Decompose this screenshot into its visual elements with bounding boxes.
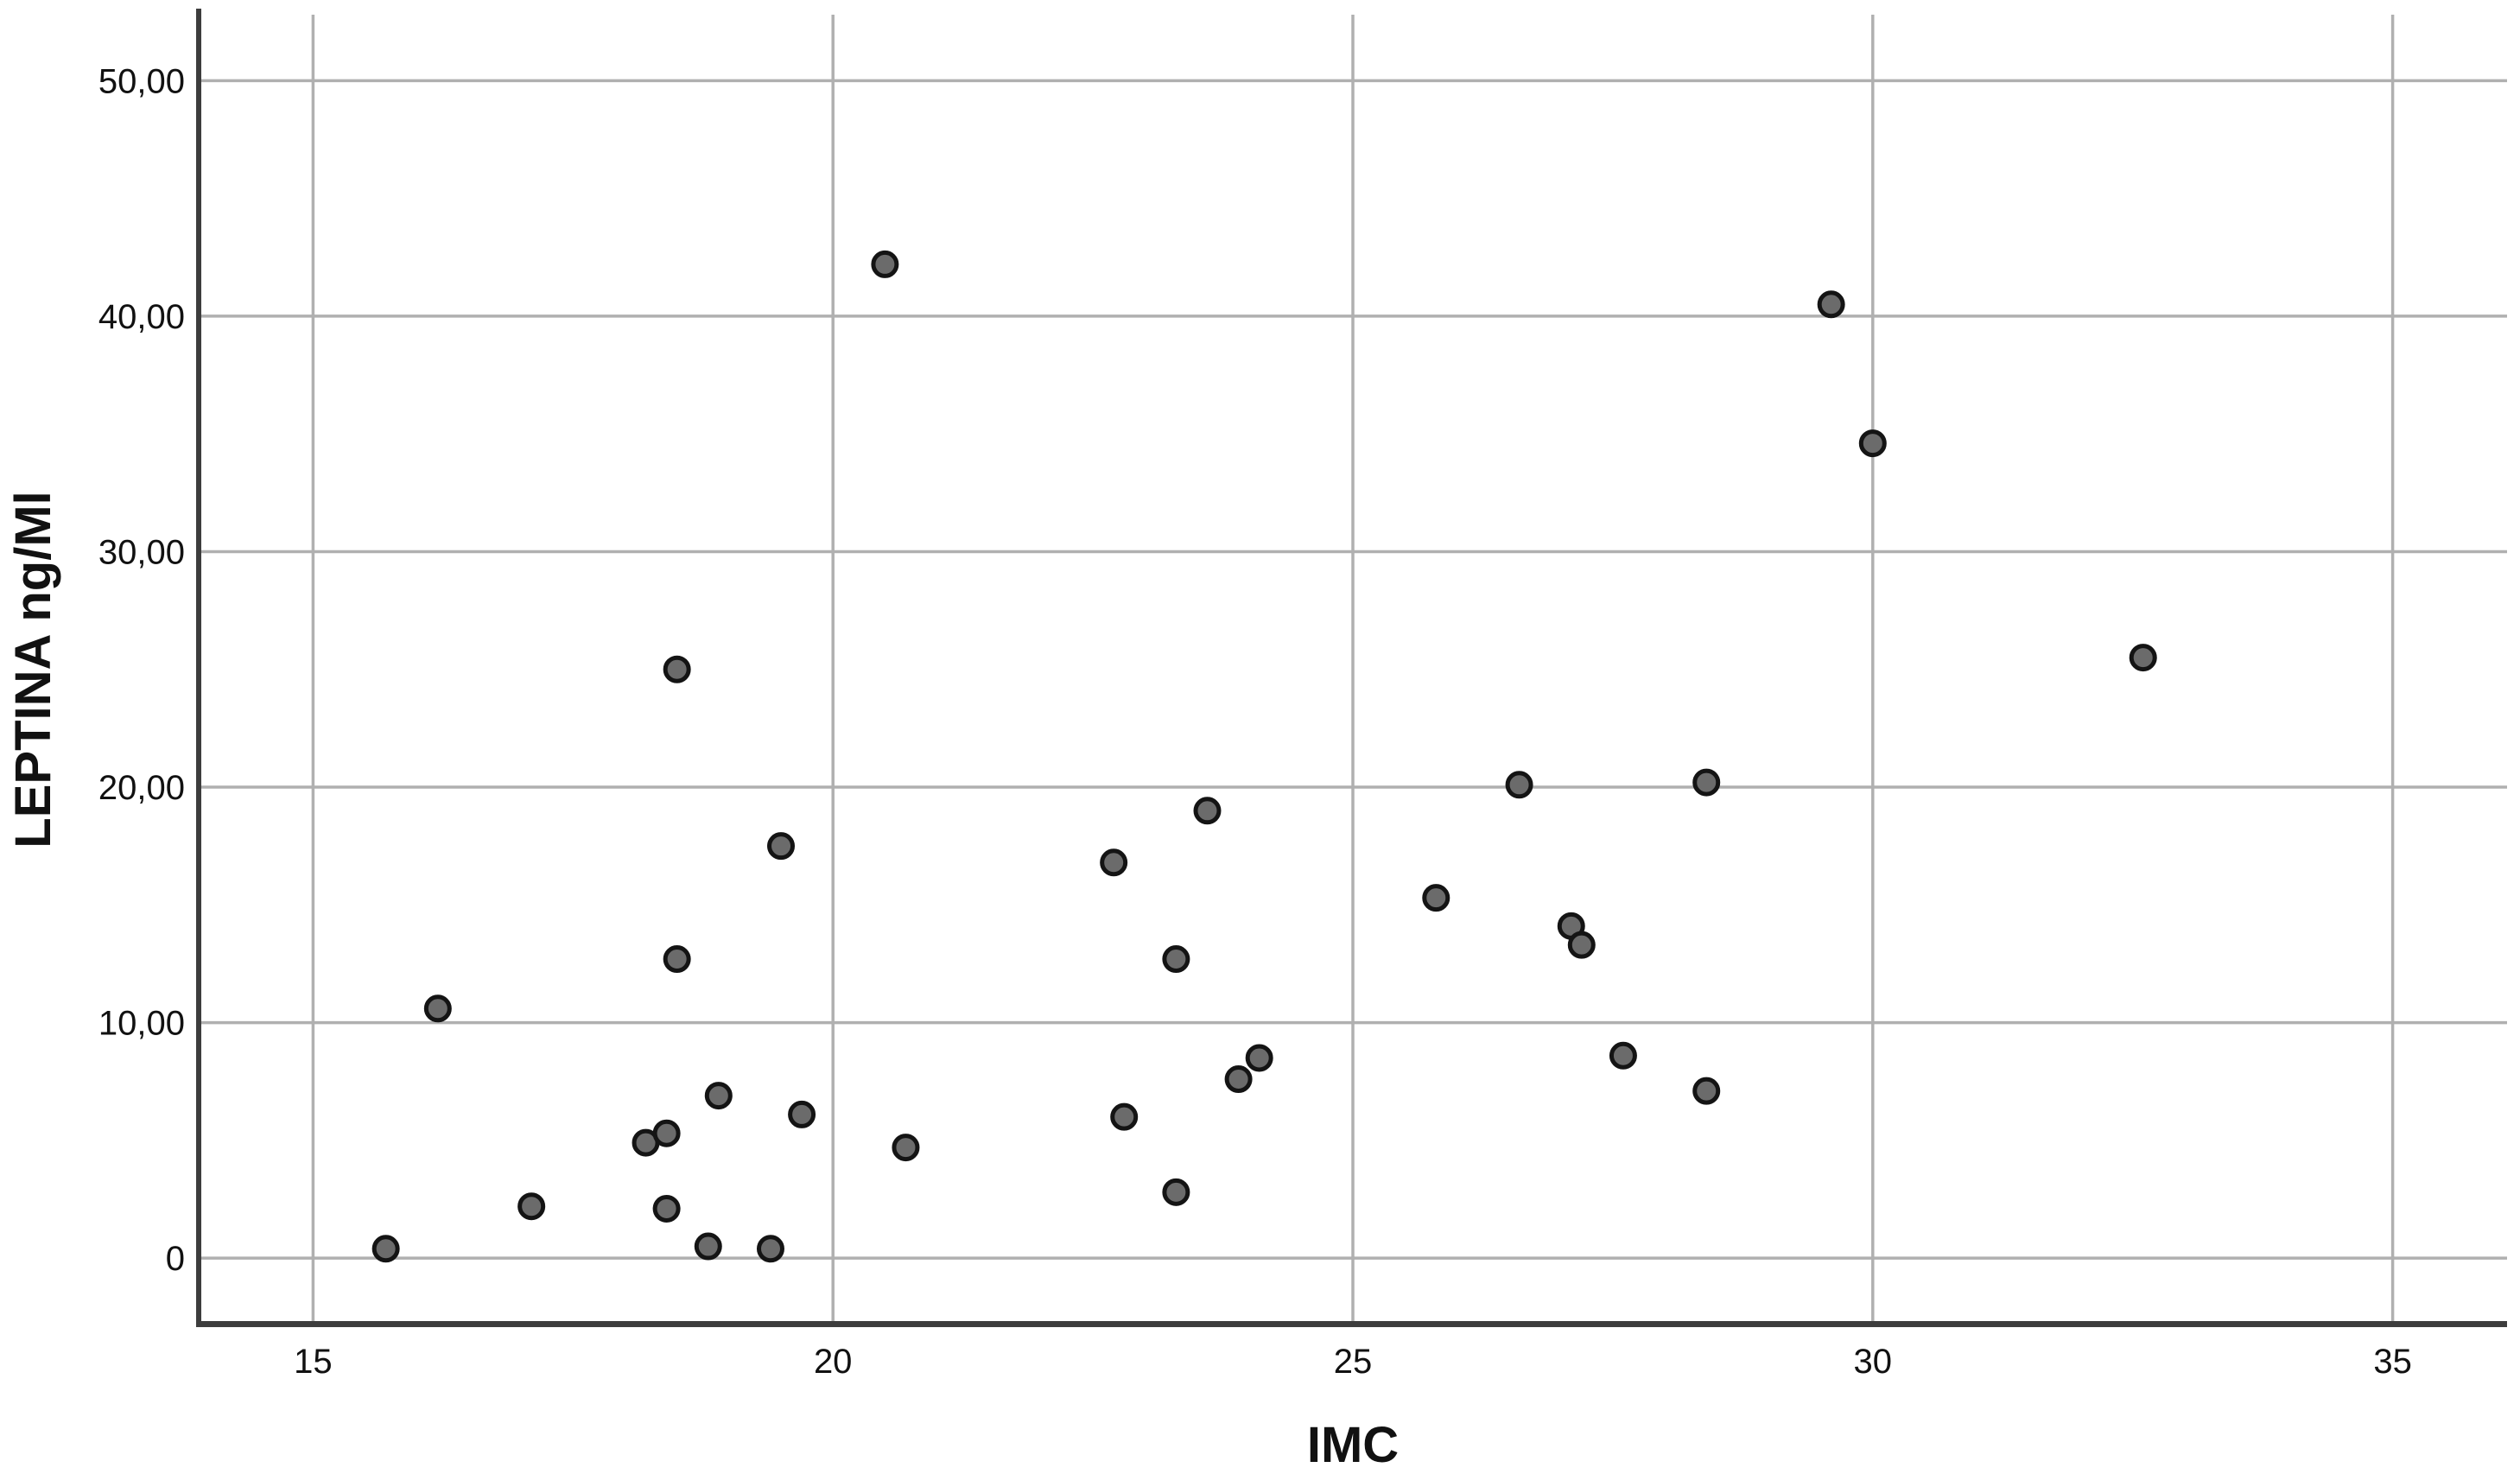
data-point: [1692, 1077, 1721, 1105]
data-point: [652, 1119, 681, 1147]
y-tick-label: 30,00: [98, 533, 185, 571]
axes: [196, 9, 2507, 1327]
data-point: [788, 1100, 816, 1128]
y-tick-label: 10,00: [98, 1005, 185, 1043]
data-point: [2129, 644, 2157, 672]
data-point: [704, 1082, 733, 1110]
data-point: [871, 250, 899, 278]
data-point: [1110, 1102, 1139, 1131]
data-point: [892, 1134, 920, 1162]
data-point: [1100, 848, 1128, 877]
data-point: [1609, 1041, 1637, 1070]
x-tick-label: 30: [1854, 1343, 1893, 1381]
data-point: [1422, 884, 1450, 912]
data-point: [517, 1192, 546, 1221]
data-point: [652, 1194, 681, 1223]
data-point: [371, 1235, 400, 1263]
y-tick-labels: 0 10,00 20,00 30,00 40,00 50,00: [98, 62, 185, 1278]
data-point: [1692, 768, 1721, 797]
y-axis-title: LEPTINA ng/Ml: [5, 491, 61, 848]
y-tick-label: 20,00: [98, 769, 185, 807]
data-point: [1162, 945, 1190, 974]
data-point: [1505, 771, 1533, 799]
data-point: [756, 1235, 784, 1263]
data-point: [1162, 1178, 1190, 1206]
x-tick-label: 20: [814, 1343, 853, 1381]
y-tick-label: 50,00: [98, 62, 185, 100]
y-tick-label: 40,00: [98, 298, 185, 336]
x-axis-title: IMC: [1307, 1417, 1399, 1473]
x-tick-label: 35: [2373, 1343, 2412, 1381]
data-point: [663, 655, 691, 683]
x-tick-label: 15: [294, 1343, 333, 1381]
y-tick-label: 0: [166, 1240, 185, 1278]
data-point: [1817, 290, 1845, 319]
data-point: [1193, 797, 1222, 825]
data-point: [1245, 1044, 1273, 1072]
data-point: [1567, 931, 1596, 959]
data-point: [1224, 1065, 1253, 1094]
data-points: [371, 250, 2157, 1263]
data-point: [663, 945, 691, 974]
x-tick-labels: 15 20 25 30 35: [294, 1343, 2412, 1381]
data-point: [423, 994, 452, 1023]
gridlines: [199, 15, 2507, 1325]
data-point: [767, 832, 796, 861]
x-tick-label: 25: [1334, 1343, 1373, 1381]
data-point: [694, 1232, 722, 1261]
data-point: [1858, 429, 1887, 458]
